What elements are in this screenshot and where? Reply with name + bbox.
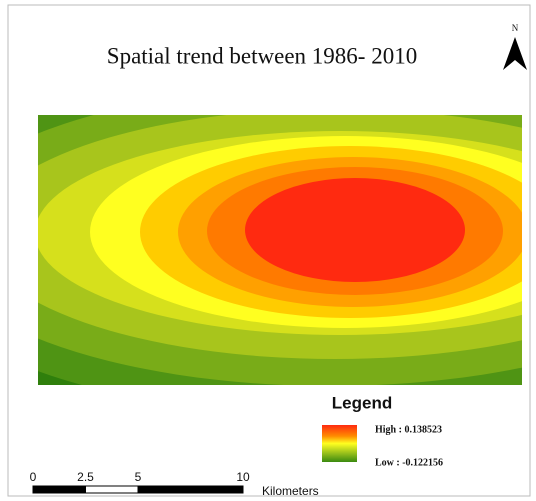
legend-ramp xyxy=(322,425,357,462)
map-title: Spatial trend between 1986- 2010 xyxy=(107,43,417,68)
scale-segment xyxy=(85,485,139,494)
scale-unit: Kilometers xyxy=(262,484,319,498)
scale-segment xyxy=(137,485,244,494)
scale-label: 5 xyxy=(135,470,142,484)
scale-label: 10 xyxy=(236,470,250,484)
legend-low: Low : -0.122156 xyxy=(375,457,443,468)
scale-segment xyxy=(32,485,86,494)
north-arrow xyxy=(503,37,527,70)
north-label: N xyxy=(512,23,519,33)
scale-label: 2.5 xyxy=(77,470,94,484)
scale-label: 0 xyxy=(30,470,37,484)
legend-title: Legend xyxy=(332,393,392,412)
trend-surface xyxy=(38,115,522,385)
legend-high: High : 0.138523 xyxy=(375,424,442,435)
band xyxy=(245,178,465,282)
scale-bar: 0 2.5 5 10 Kilometers xyxy=(30,470,319,498)
